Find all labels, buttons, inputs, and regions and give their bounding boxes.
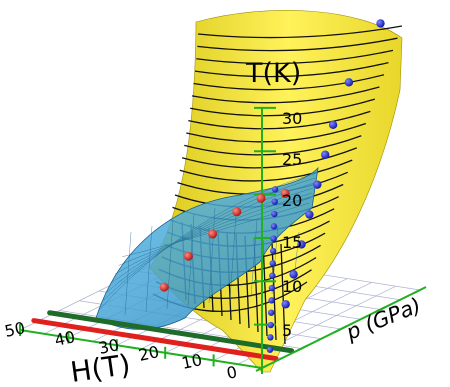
red-series (159, 188, 290, 292)
field-bars (31, 310, 295, 362)
blue-point-extra-6 (269, 272, 276, 279)
t-tick-label-15: 15 (282, 233, 302, 252)
blue-point-extra-10 (270, 223, 278, 230)
red-point-5 (159, 282, 169, 292)
blue-point-extra-12 (271, 198, 278, 205)
blue-point-extra-13 (271, 186, 279, 193)
blue-point-0 (281, 300, 290, 309)
blue-point-5 (321, 150, 330, 159)
t-tick-label-5: 5 (282, 321, 292, 340)
red-point-4 (183, 251, 193, 261)
blue-point-6 (328, 120, 338, 130)
h-tick-label-10: 10 (180, 350, 204, 373)
blue-point-extra-3 (267, 309, 275, 316)
red-point-3 (208, 229, 218, 239)
h-tick-label-20: 20 (137, 342, 161, 365)
p-axis-title: p (GPa) (342, 293, 424, 345)
blue-point-4 (313, 180, 322, 189)
h-axis-title: H(T) (68, 348, 132, 387)
t-axis (254, 106, 276, 368)
blue-point-1 (289, 270, 298, 279)
p-tick-1 (295, 344, 308, 353)
t-tick-label-25: 25 (282, 150, 302, 169)
blue-point-extra-2 (267, 321, 274, 329)
blue-point-extra-0 (266, 346, 274, 353)
p-tick-4 (413, 286, 427, 294)
field-bar-0 (31, 318, 279, 362)
blue-point-extra-5 (268, 284, 276, 292)
blue-point-8 (376, 19, 385, 28)
field-bar-1 (47, 310, 295, 354)
h-tick-label-40: 40 (53, 327, 77, 350)
t-tick-label-30: 30 (282, 109, 302, 128)
blue-point-7 (344, 78, 354, 87)
t-tick-label-10: 10 (282, 277, 302, 296)
p-tick-3 (374, 305, 387, 314)
red-point-2 (232, 207, 242, 217)
blue-point-3 (305, 210, 314, 219)
h-tick-label-50: 50 (3, 318, 27, 341)
h-tick-label-30: 30 (97, 335, 121, 358)
h-tick-label-0: 0 (225, 362, 239, 383)
blue-point-extra-9 (270, 235, 277, 242)
p-tick-2 (334, 325, 348, 333)
t-axis-title: T(K) (245, 58, 301, 89)
t-tick-label-20: 20 (282, 191, 302, 210)
blue-point-extra-11 (271, 210, 278, 218)
blue-point-extra-8 (269, 247, 277, 255)
blue-point-extra-4 (268, 297, 275, 304)
blue-point-extra-1 (267, 334, 274, 341)
blue-point-2 (297, 240, 306, 249)
red-point-0 (280, 188, 290, 198)
blue-point-extra-7 (269, 260, 276, 267)
red-point-1 (256, 193, 266, 203)
blue-series (266, 19, 385, 353)
